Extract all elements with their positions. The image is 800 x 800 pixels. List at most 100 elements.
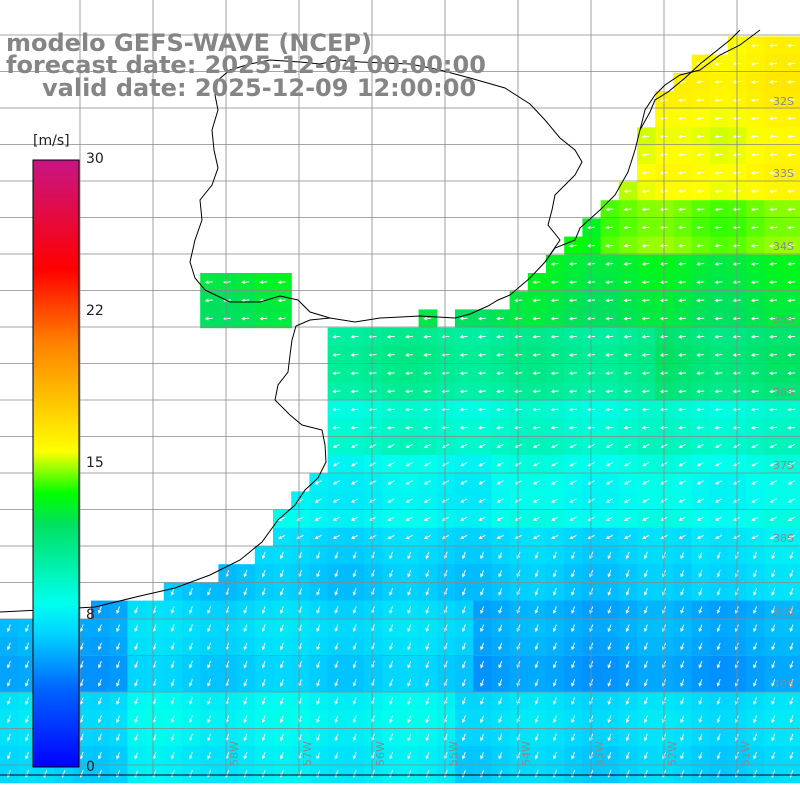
wind-arrow — [769, 371, 778, 376]
wind-arrow — [350, 462, 359, 467]
wind-arrow — [170, 624, 175, 633]
wind-arrow — [751, 516, 759, 521]
wind-arrow — [698, 551, 703, 560]
wind-arrow — [678, 389, 687, 394]
wind-arrow — [425, 751, 430, 760]
wind-arrow — [368, 407, 377, 412]
wind-arrow — [769, 98, 778, 103]
wind-arrow — [407, 751, 412, 760]
wind-arrow — [623, 407, 632, 412]
wind-direction-arrows — [6, 43, 796, 778]
wind-arrow — [405, 443, 413, 449]
wind-arrow — [680, 697, 685, 705]
wind-arrow — [204, 280, 213, 285]
wind-arrow — [170, 642, 175, 651]
wind-arrow — [459, 371, 468, 376]
wind-arrow — [680, 569, 685, 578]
wind-arrow — [769, 80, 778, 84]
wind-arrow — [550, 280, 559, 285]
wind-arrow — [643, 733, 648, 742]
wind-arrow — [425, 588, 430, 596]
wind-arrow — [532, 516, 541, 521]
wind-arrow — [459, 389, 468, 394]
wind-arrow — [641, 262, 650, 266]
wind-arrow — [607, 715, 612, 724]
wind-arrow — [787, 407, 796, 412]
wind-arrow — [243, 660, 248, 669]
wind-arrow — [534, 697, 539, 705]
wind-arrow — [568, 316, 577, 321]
wind-arrow — [680, 606, 685, 614]
wind-arrow — [696, 534, 705, 540]
wind-arrow — [769, 334, 778, 339]
wind-arrow — [532, 298, 541, 303]
wind-arrow — [552, 679, 557, 687]
wind-arrow — [134, 751, 139, 760]
wind-arrow — [478, 534, 486, 540]
wind-arrow — [587, 334, 596, 339]
wind-arrow — [680, 733, 685, 742]
wind-arrow — [587, 462, 595, 467]
wind-arrow — [750, 407, 759, 412]
wind-arrow — [642, 534, 650, 540]
wind-arrow — [787, 316, 796, 321]
wind-arrow — [714, 61, 723, 66]
wind-arrow — [623, 280, 632, 285]
wind-arrow — [551, 462, 559, 467]
wind-arrow — [480, 733, 485, 742]
wind-arrow — [587, 443, 595, 449]
wind-arrow — [461, 751, 466, 760]
wind-arrow — [714, 480, 723, 485]
lon-label: 51W — [739, 741, 752, 766]
wind-arrow — [787, 462, 796, 467]
lon-label: 53W — [593, 741, 606, 766]
wind-arrow — [625, 606, 630, 614]
wind-arrow — [750, 280, 759, 285]
wind-arrow — [769, 298, 778, 303]
wind-arrow — [789, 733, 794, 742]
wind-arrow — [134, 697, 139, 705]
wind-arrow — [97, 642, 102, 651]
wind-arrow — [787, 516, 796, 521]
wind-arrow — [771, 660, 776, 669]
wind-arrow — [714, 534, 723, 540]
wind-arrow — [771, 751, 776, 760]
wind-arrow — [568, 334, 577, 339]
wind-arrow — [750, 152, 759, 157]
wind-arrow — [316, 660, 321, 669]
wind-arrow — [261, 660, 266, 669]
wind-arrow — [425, 642, 430, 651]
wind-arrow — [753, 697, 758, 705]
wind-arrow — [787, 298, 796, 303]
wind-arrow — [425, 679, 430, 687]
wind-arrow — [480, 551, 485, 560]
wind-arrow — [207, 660, 212, 669]
wind-arrow — [569, 443, 577, 449]
wind-arrow — [568, 371, 577, 376]
wind-arrow — [243, 642, 248, 651]
wind-arrow — [551, 534, 559, 540]
wind-arrow — [368, 334, 377, 339]
wind-arrow — [6, 733, 11, 742]
wind-arrow — [750, 98, 759, 103]
wind-arrow — [480, 624, 485, 633]
wind-arrow — [605, 462, 614, 467]
wind-arrow — [423, 371, 432, 376]
wind-arrow — [188, 697, 193, 705]
wind-arrow — [714, 407, 723, 412]
wind-arrow — [441, 407, 450, 412]
wind-arrow — [571, 751, 576, 760]
wind-arrow — [480, 642, 485, 651]
lat-lon-grid — [0, 0, 800, 776]
wind-arrow — [787, 134, 796, 139]
wind-arrow — [716, 624, 721, 633]
wind-arrow — [680, 642, 685, 651]
wind-arrow — [405, 498, 413, 503]
wind-arrow — [316, 624, 321, 633]
wind-arrow — [261, 588, 266, 596]
wind-arrow — [478, 443, 486, 449]
wind-arrow — [389, 733, 394, 742]
wind-arrow — [332, 516, 341, 521]
wind-arrow — [789, 660, 794, 669]
wind-arrow — [678, 207, 687, 212]
